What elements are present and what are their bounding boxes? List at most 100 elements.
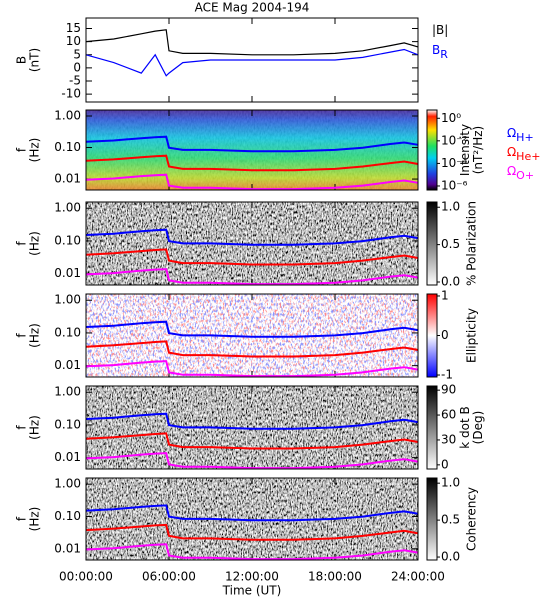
series-line xyxy=(85,135,419,153)
spectrogram xyxy=(86,478,418,560)
y-axis-label: f xyxy=(15,333,29,338)
colorbar-tick-label: 1.0 xyxy=(441,476,460,490)
x-tick-label: 06:00:00 xyxy=(142,570,196,584)
y-axis-label: f xyxy=(15,241,29,246)
y-tick-label: 0.01 xyxy=(54,358,81,372)
x-tick-label: 24:00:00 xyxy=(391,570,445,584)
y-axis-label: (Hz) xyxy=(28,323,42,348)
chart-title: ACE Mag 2004-194 xyxy=(195,1,310,15)
spectrogram-blue xyxy=(86,294,418,377)
colorbar-label: (nT²/Hz) xyxy=(471,126,485,174)
colorbar-tick-label: 1.0 xyxy=(441,200,460,214)
colorbar xyxy=(426,201,438,286)
y-axis-label: f xyxy=(15,147,29,152)
spectrogram xyxy=(86,386,418,469)
x-tick-label: 12:00:00 xyxy=(225,570,279,584)
series-line xyxy=(85,154,419,172)
legend-subscript: O+ xyxy=(516,169,534,182)
x-axis-label: Time (UT) xyxy=(222,584,282,598)
y-tick-label: 1.00 xyxy=(54,477,81,491)
y-tick-label: 1.00 xyxy=(54,293,81,307)
series-line xyxy=(85,523,419,541)
legend-label: ΩO+ xyxy=(507,164,534,183)
legend-label: BR xyxy=(432,43,448,62)
y-tick-label: 0.01 xyxy=(54,541,81,555)
series-line xyxy=(85,248,419,266)
y-tick-label: 1.00 xyxy=(54,109,81,123)
colorbar xyxy=(426,109,438,191)
colorbar-tick-label: 0.5 xyxy=(441,513,460,527)
colorbar-tick-label: 10⁰ xyxy=(441,111,461,125)
legend-label: ΩHe+ xyxy=(507,145,540,164)
y-tick-label: -10 xyxy=(61,87,81,101)
y-tick-label: 0.10 xyxy=(54,417,81,431)
y-tick-label: 0.10 xyxy=(54,233,81,247)
colorbar-tick-label: 1 xyxy=(441,288,449,302)
y-tick-label: 0.01 xyxy=(54,172,81,186)
series-line xyxy=(85,432,419,450)
y-axis-label: (Hz) xyxy=(28,415,42,440)
series-line xyxy=(85,504,419,522)
y-tick-label: 15 xyxy=(66,21,81,35)
colorbar-label: % Polarization xyxy=(465,201,479,286)
colorbar xyxy=(426,385,438,470)
series-line xyxy=(85,340,419,358)
legend-label: ΩH+ xyxy=(507,126,534,145)
y-tick-label: 0.10 xyxy=(54,140,81,154)
colorbar-tick-label: 0.0 xyxy=(441,275,460,289)
y-axis-label: (Hz) xyxy=(28,138,42,163)
plot-frame xyxy=(85,293,419,378)
plot-frame xyxy=(85,17,419,103)
plot-frame xyxy=(85,385,419,470)
legend-name: |B| xyxy=(432,23,448,37)
series-line xyxy=(85,48,419,77)
colorbar-tick-label: 90 xyxy=(441,383,456,397)
series-line xyxy=(85,228,419,246)
y-tick-label: 0.10 xyxy=(54,325,81,339)
x-tick-label: 00:00:00 xyxy=(59,570,113,584)
legend-name: Ω xyxy=(507,126,516,140)
colorbar-label: k dot B xyxy=(458,406,472,448)
y-tick-label: 0.01 xyxy=(54,266,81,280)
y-tick-label: 1.00 xyxy=(54,385,81,399)
legend-label: |B| xyxy=(432,23,448,37)
legend-name: Ω xyxy=(507,145,516,159)
colorbar-tick-label: 0 xyxy=(441,328,449,342)
plot-frame xyxy=(85,109,419,191)
colorbar-label: (Deg) xyxy=(471,411,485,445)
legend-name: Ω xyxy=(507,164,516,178)
legend-name: B xyxy=(432,43,440,57)
y-tick-label: 1.00 xyxy=(54,201,81,215)
legend-subscript: H+ xyxy=(516,131,534,144)
y-axis-label: (nT) xyxy=(28,48,42,72)
y-tick-label: 0.01 xyxy=(54,450,81,464)
spectrogram-texture xyxy=(86,110,418,190)
colorbar-tick-label: 0.0 xyxy=(441,550,460,564)
x-tick-label: 18:00:00 xyxy=(308,570,362,584)
colorbar xyxy=(426,293,438,378)
series-line xyxy=(85,360,419,378)
spectrogram xyxy=(86,202,418,285)
colorbar-label: Coherency xyxy=(465,487,479,551)
colorbar-tick-label: -1 xyxy=(441,368,453,382)
y-tick-label: 5 xyxy=(73,47,81,61)
plot-frame xyxy=(85,477,419,561)
legend-subscript: R xyxy=(440,48,448,61)
colorbar xyxy=(426,477,438,561)
y-axis-label: f xyxy=(15,425,29,430)
series-line xyxy=(85,543,419,561)
colorbar-tick-label: 10⁻⁴ xyxy=(441,156,468,170)
plot-frame xyxy=(85,201,419,286)
y-tick-label: 0.10 xyxy=(54,509,81,523)
y-tick-label: -5 xyxy=(69,74,81,88)
colorbar-label: Ellipticity xyxy=(465,308,479,363)
series-line xyxy=(85,268,419,286)
y-axis-label: f xyxy=(15,516,29,521)
colorbar-tick-label: 0 xyxy=(441,457,449,471)
series-line xyxy=(85,412,419,430)
colorbar-tick-label: 30 xyxy=(441,432,456,446)
y-axis-label: (Hz) xyxy=(28,231,42,256)
colorbar-tick-label: 10⁻² xyxy=(441,133,468,147)
legend-subscript: He+ xyxy=(516,150,540,163)
